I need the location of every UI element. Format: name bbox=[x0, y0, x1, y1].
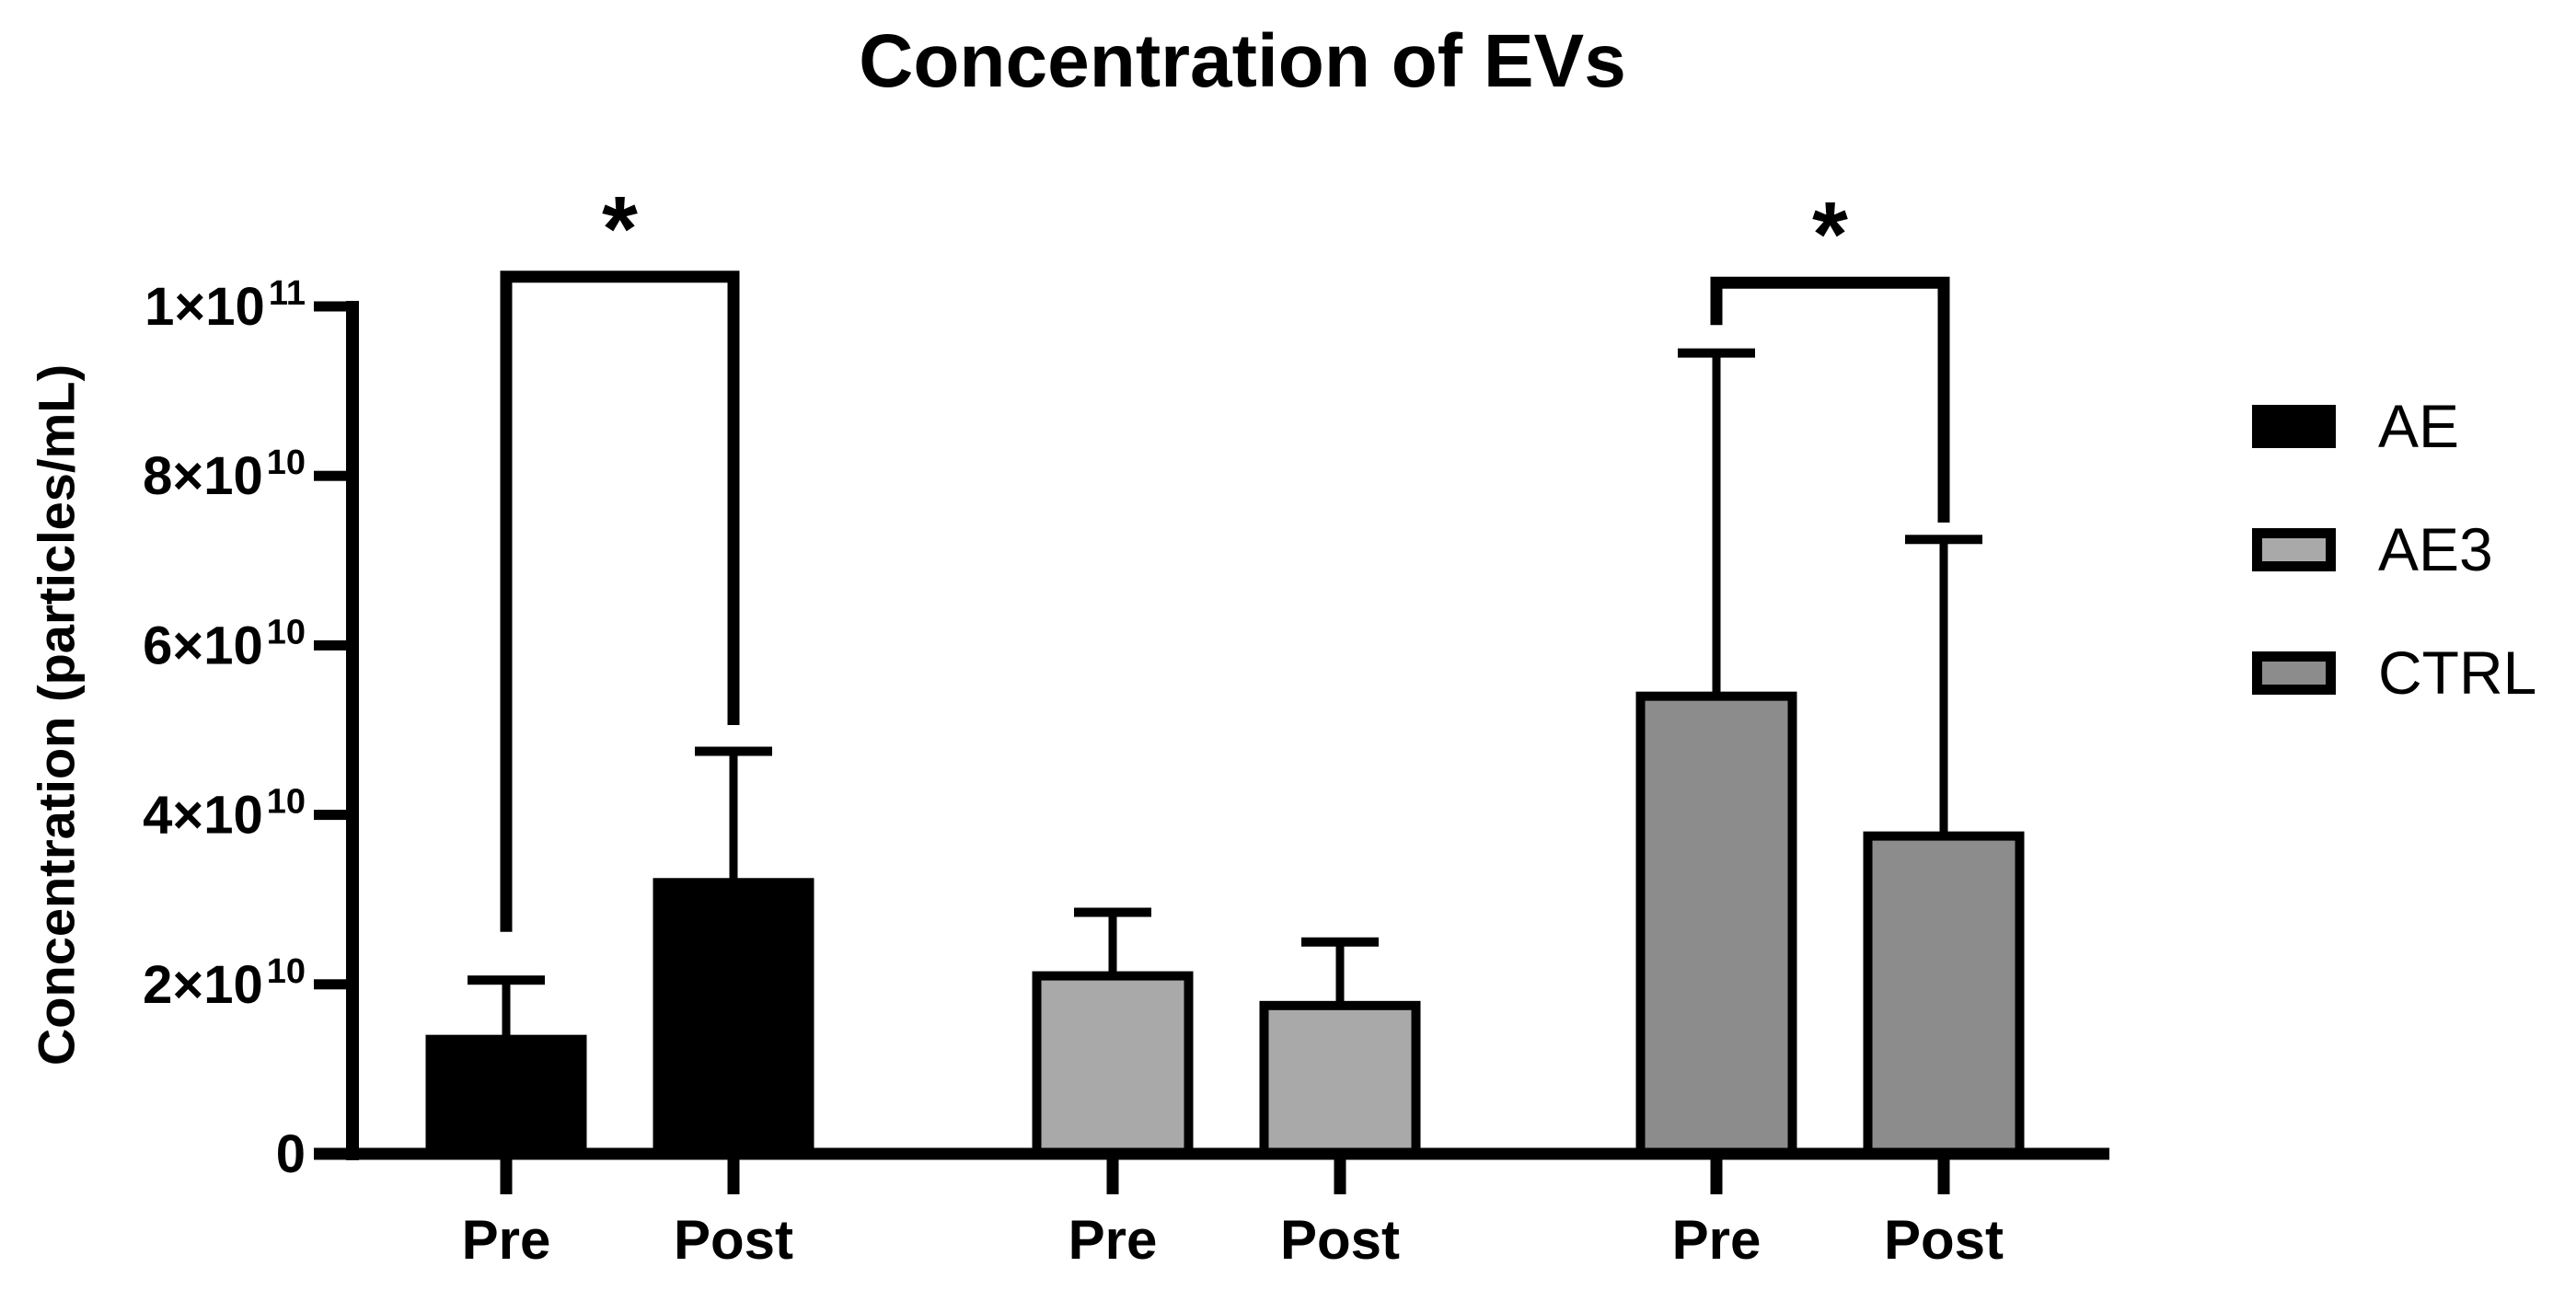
x-label-ae3-pre: Pre bbox=[1069, 1209, 1158, 1271]
x-tick-ae3-post bbox=[1334, 1154, 1346, 1194]
legend-item-ae: AE bbox=[2252, 396, 2536, 456]
x-label-ctrl-post: Post bbox=[1884, 1209, 2004, 1271]
y-tick-0 bbox=[314, 1148, 352, 1159]
y-tick-80000000000 bbox=[314, 470, 352, 481]
x-label-ae-pre: Pre bbox=[462, 1209, 551, 1271]
bar-ae3-post bbox=[1259, 1000, 1421, 1158]
y-tick-label-100000000000: 1×10 11 bbox=[144, 274, 306, 337]
error-bar-cap-ae3-pre bbox=[1074, 907, 1151, 917]
y-tick-100000000000 bbox=[314, 301, 352, 312]
legend-swatch-ae bbox=[2252, 404, 2336, 448]
x-label-ae3-post: Post bbox=[1280, 1209, 1400, 1271]
legend-item-ae3: AE3 bbox=[2252, 519, 2536, 580]
y-tick-20000000000 bbox=[314, 979, 352, 990]
x-tick-ae3-pre bbox=[1106, 1154, 1119, 1194]
legend: AE AE3 CTRL bbox=[2252, 396, 2536, 766]
x-label-ae-post: Post bbox=[674, 1209, 793, 1271]
legend-item-ctrl: CTRL bbox=[2252, 642, 2536, 703]
significance-star-ctrl: * bbox=[1812, 183, 1848, 286]
legend-label: AE3 bbox=[2378, 515, 2493, 583]
error-bar-stem-ctrl-pre bbox=[1712, 352, 1721, 700]
bar-ae-pre bbox=[425, 1034, 587, 1159]
y-tick-label-80000000000: 8×10 10 bbox=[143, 443, 306, 506]
error-bar-stem-ae3-post bbox=[1335, 941, 1345, 1009]
y-tick-label-60000000000: 6×10 10 bbox=[143, 613, 306, 675]
error-bar-stem-ae-post bbox=[729, 751, 738, 887]
y-tick-label-40000000000: 4×10 10 bbox=[143, 783, 306, 846]
bar-ae3-pre bbox=[1032, 971, 1194, 1158]
x-tick-ctrl-pre bbox=[1710, 1154, 1723, 1194]
legend-label: CTRL bbox=[2378, 639, 2537, 707]
error-bar-stem-ae-pre bbox=[502, 980, 511, 1043]
x-label-ctrl-pre: Pre bbox=[1672, 1209, 1762, 1271]
legend-swatch-ae3 bbox=[2252, 527, 2336, 571]
x-tick-ae-post bbox=[727, 1154, 740, 1194]
error-bar-stem-ctrl-post bbox=[1939, 539, 1948, 840]
error-bar-cap-ae-pre bbox=[468, 975, 545, 985]
error-bar-cap-ae3-post bbox=[1301, 937, 1379, 947]
legend-swatch-ctrl bbox=[2252, 651, 2336, 695]
error-bar-cap-ae-post bbox=[695, 746, 772, 756]
y-tick-60000000000 bbox=[314, 639, 352, 651]
bar-ctrl-post bbox=[1863, 831, 2025, 1158]
y-tick-40000000000 bbox=[314, 810, 352, 821]
bar-ae-post bbox=[653, 878, 814, 1159]
significance-bracket-ctrl bbox=[1710, 276, 1950, 523]
y-tick-label-20000000000: 2×10 10 bbox=[143, 952, 306, 1015]
y-tick-label-0: 0 bbox=[276, 1124, 306, 1184]
bar-ctrl-pre bbox=[1635, 691, 1797, 1158]
chart-title: Concentration of EVs bbox=[859, 19, 1626, 103]
significance-star-ae: * bbox=[602, 178, 638, 281]
x-tick-ae-pre bbox=[500, 1154, 513, 1194]
error-bar-stem-ae3-pre bbox=[1108, 912, 1117, 980]
x-tick-ctrl-post bbox=[1937, 1154, 1950, 1194]
y-axis-spine bbox=[346, 301, 359, 1160]
error-bar-cap-ctrl-post bbox=[1905, 535, 1982, 545]
significance-bracket-ae bbox=[500, 271, 740, 932]
x-axis-line bbox=[314, 1147, 2109, 1160]
error-bar-cap-ctrl-pre bbox=[1678, 348, 1755, 358]
legend-label: AE bbox=[2378, 392, 2460, 460]
